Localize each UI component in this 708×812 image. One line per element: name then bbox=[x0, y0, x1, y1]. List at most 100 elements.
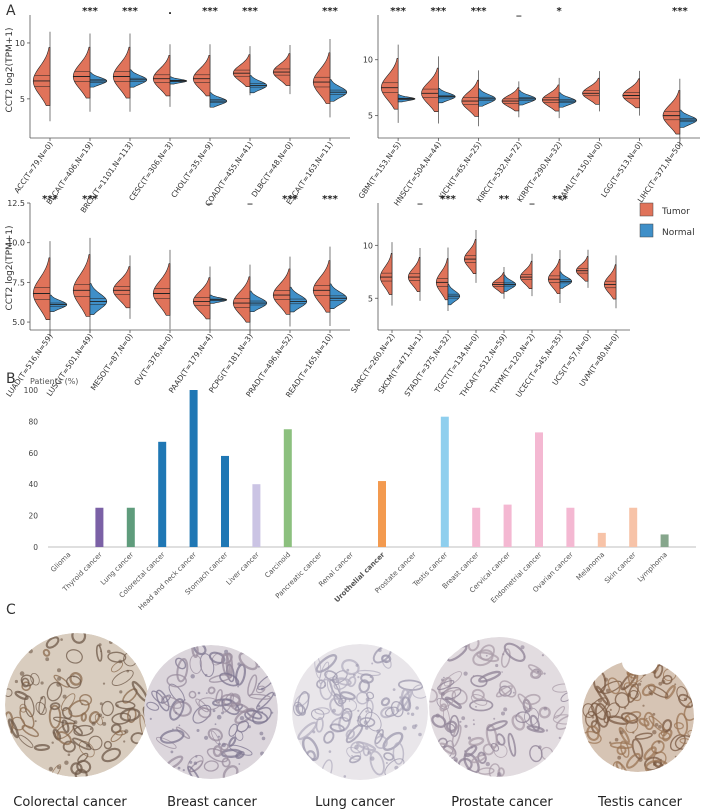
tissue-nucleus bbox=[369, 676, 372, 679]
tissue-texture bbox=[159, 729, 185, 744]
tissue-texture bbox=[229, 744, 253, 756]
tissue-texture bbox=[221, 757, 231, 768]
tissue-texture bbox=[345, 729, 355, 740]
bar bbox=[566, 507, 575, 547]
tissue-nucleus bbox=[261, 711, 264, 714]
tissue-nucleus bbox=[459, 720, 462, 723]
bar bbox=[660, 534, 669, 547]
tissue-nucleus bbox=[48, 766, 54, 772]
tissue-nucleus bbox=[239, 716, 245, 721]
tissue-label: Lung cancer bbox=[315, 795, 395, 810]
tissue-texture bbox=[503, 642, 526, 662]
tissue-texture bbox=[110, 661, 124, 673]
significance-marker: *** bbox=[440, 194, 456, 205]
tissue-texture bbox=[486, 720, 508, 732]
tissue-nucleus bbox=[379, 733, 382, 736]
tissue-texture bbox=[624, 715, 631, 723]
tissue-texture bbox=[478, 670, 502, 683]
bar-y-tick-label: 40 bbox=[28, 480, 38, 489]
tissue-nucleus bbox=[472, 675, 475, 677]
tissue-nucleus bbox=[271, 711, 274, 714]
legend-swatch-normal bbox=[639, 223, 654, 238]
tissue-texture bbox=[35, 701, 47, 715]
bar-y-tick-label: 20 bbox=[28, 512, 38, 521]
significance-marker: *** bbox=[552, 194, 568, 205]
tissue-nucleus bbox=[654, 723, 659, 727]
tissue-nucleus bbox=[475, 705, 477, 708]
tissue-texture bbox=[188, 690, 197, 699]
tissue-nucleus bbox=[482, 753, 486, 756]
legend-swatch-tumor bbox=[639, 202, 654, 217]
tissue-texture bbox=[470, 674, 488, 688]
tissue-texture bbox=[315, 654, 338, 673]
tissue-nucleus bbox=[453, 757, 458, 762]
tissue-nucleus bbox=[543, 672, 546, 675]
tissue-nucleus bbox=[414, 724, 418, 727]
tissue-texture bbox=[56, 731, 72, 746]
tissue-texture bbox=[68, 699, 90, 718]
tissue-nucleus bbox=[196, 729, 200, 732]
tissue-texture bbox=[436, 680, 455, 691]
tissue-texture bbox=[248, 693, 271, 700]
tumor-violin bbox=[662, 90, 681, 135]
tissue-texture bbox=[146, 701, 160, 711]
significance-marker: *** bbox=[322, 6, 338, 17]
tissue-texture bbox=[295, 703, 307, 716]
x-category-label: GBM(T=153,N=5) bbox=[357, 140, 403, 201]
normal-violin bbox=[209, 92, 228, 108]
tissue-texture bbox=[664, 684, 676, 700]
tissue-texture bbox=[643, 746, 657, 761]
x-category-label: DLBC(T=48,N=0) bbox=[250, 140, 295, 199]
violin-panel-top-right: 510GBM(T=153,N=5)***HNSC(T=504,N=44)***K… bbox=[357, 6, 700, 207]
panel-label-b: B bbox=[6, 371, 16, 387]
tissue-texture bbox=[380, 697, 391, 707]
tissue-nucleus bbox=[638, 757, 643, 762]
tissue-texture bbox=[30, 672, 40, 686]
normal-violin bbox=[289, 286, 308, 313]
tissue-texture bbox=[444, 696, 462, 710]
tissue-nucleus bbox=[415, 706, 419, 710]
tissue-texture bbox=[65, 649, 83, 664]
tissue-texture bbox=[382, 731, 404, 751]
tumor-violin bbox=[435, 258, 449, 301]
tissue-nucleus bbox=[661, 679, 666, 684]
tissue-texture bbox=[618, 726, 630, 744]
tissue-texture bbox=[638, 717, 650, 727]
tumor-violin bbox=[463, 238, 477, 274]
tissue-nucleus bbox=[605, 710, 607, 712]
tissue-texture bbox=[552, 714, 569, 725]
y-tick-label: 10 bbox=[363, 56, 373, 65]
tissue-nucleus bbox=[497, 772, 502, 777]
bar bbox=[221, 455, 229, 547]
tissue-texture bbox=[586, 725, 600, 741]
normal-violin bbox=[559, 271, 573, 289]
tissue-texture bbox=[101, 700, 114, 717]
tissue-nucleus bbox=[183, 699, 186, 701]
x-category-label: LUSC(T=501,N=49) bbox=[45, 332, 95, 398]
tissue-texture bbox=[338, 697, 347, 705]
tissue-texture bbox=[350, 741, 365, 754]
tissue-nucleus bbox=[357, 676, 360, 679]
tissue-texture bbox=[357, 707, 373, 727]
tissue-nucleus bbox=[261, 736, 266, 741]
tissue-nucleus bbox=[332, 708, 336, 713]
tissue-nucleus bbox=[102, 682, 106, 685]
tumor-violin bbox=[603, 264, 617, 300]
normal-violin bbox=[558, 92, 577, 108]
bar bbox=[158, 441, 167, 547]
tissue-nucleus bbox=[257, 704, 261, 708]
tissue-core-background bbox=[582, 660, 694, 772]
tissue-nucleus bbox=[472, 719, 475, 721]
tumor-violin bbox=[32, 257, 51, 320]
tissue-nucleus bbox=[517, 712, 520, 715]
tissue-nucleus bbox=[273, 692, 278, 697]
significance-marker: ** bbox=[499, 194, 510, 205]
tissue-texture bbox=[161, 695, 182, 709]
tissue-nucleus bbox=[536, 670, 540, 674]
tissue-texture bbox=[500, 648, 511, 668]
tissue-texture bbox=[225, 652, 234, 679]
tissue-texture bbox=[155, 689, 170, 712]
normal-violin bbox=[503, 274, 517, 292]
tissue-nucleus bbox=[237, 685, 240, 688]
tissue-texture bbox=[101, 747, 122, 763]
